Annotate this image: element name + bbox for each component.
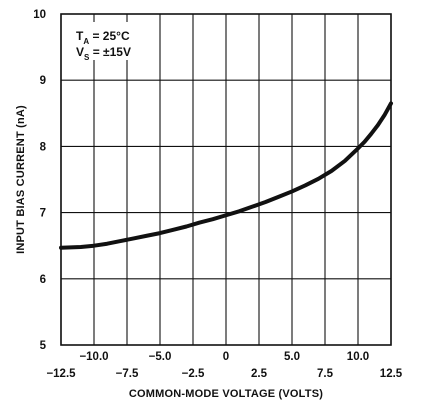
x-tick-label: 12.5 — [380, 368, 403, 380]
grid — [61, 14, 391, 345]
y-tick-label: 8 — [40, 141, 47, 153]
x-tick-label: −2.5 — [182, 368, 205, 380]
conditions-annotation: TA = 25°C VS = ±15V — [70, 22, 152, 62]
x-tick-label: −7.5 — [116, 368, 139, 380]
supply-symbol: V — [76, 45, 84, 59]
y-tick-label: 6 — [40, 274, 46, 286]
y-tick-label: 9 — [40, 75, 46, 87]
x-tick-label: −12.5 — [46, 368, 76, 380]
x-axis-label: COMMON-MODE VOLTAGE (VOLTS) — [129, 388, 323, 400]
x-tick-label: 10.0 — [347, 351, 369, 363]
x-tick-label: 5.0 — [284, 351, 300, 363]
y-tick-label: 10 — [33, 9, 46, 21]
x-tick-labels-top-row: −10.0 −5.0 0 5.0 10.0 — [79, 351, 369, 363]
x-tick-label: −5.0 — [149, 351, 172, 363]
x-tick-labels-bottom-row: −12.5 −7.5 −2.5 2.5 7.5 12.5 — [46, 368, 402, 380]
x-tick-label: −10.0 — [79, 351, 108, 363]
y-tick-label: 5 — [40, 340, 47, 352]
y-tick-labels: 5 6 7 8 9 10 — [33, 9, 46, 352]
y-axis-label: INPUT BIAS CURRENT (nA) — [15, 105, 27, 254]
x-tick-label: 2.5 — [251, 368, 268, 380]
x-tick-label: 7.5 — [317, 368, 334, 380]
x-tick-label: 0 — [223, 351, 229, 363]
y-tick-label: 7 — [40, 208, 46, 220]
temperature-value: = 25°C — [89, 29, 130, 43]
supply-value: = ±15V — [89, 45, 131, 59]
